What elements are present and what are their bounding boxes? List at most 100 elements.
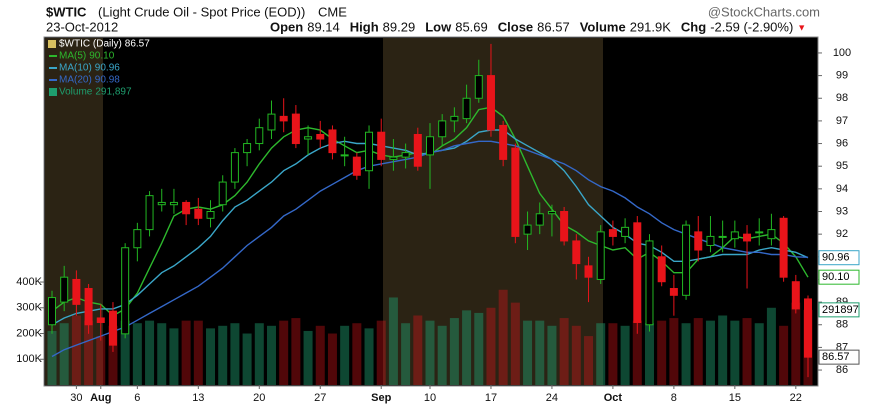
volume-bar bbox=[718, 315, 728, 385]
plot: 8687888990919293949596979899100100K200K3… bbox=[16, 43, 860, 404]
candle-body bbox=[365, 131, 374, 172]
volume-bar bbox=[669, 318, 679, 385]
candle-body bbox=[633, 222, 642, 323]
volume-bar bbox=[474, 312, 484, 385]
volume-bar bbox=[352, 323, 362, 385]
volume-bar bbox=[291, 318, 301, 385]
value-badge bbox=[818, 349, 860, 365]
volume-bar bbox=[145, 320, 155, 385]
volume-bar bbox=[596, 323, 606, 385]
volume-bar bbox=[413, 315, 423, 385]
y-tick-label: 95 bbox=[836, 160, 848, 172]
legend-value: 90.98 bbox=[95, 75, 120, 86]
candle-body bbox=[157, 201, 166, 206]
volume-bar bbox=[644, 323, 654, 385]
volume-bar bbox=[486, 307, 496, 385]
value-badge-label: 291897 bbox=[822, 304, 859, 316]
candle-body bbox=[718, 235, 727, 238]
x-tick-label: 22 bbox=[790, 392, 802, 404]
y-tick-label: 86 bbox=[836, 364, 848, 376]
value-badge-label: 90.96 bbox=[822, 252, 850, 264]
quote-value: 291.9K bbox=[630, 19, 672, 34]
candle-body bbox=[389, 156, 398, 160]
volume-bar bbox=[449, 318, 459, 385]
candle-body bbox=[804, 298, 812, 358]
volume-bar bbox=[791, 302, 801, 385]
quote-label: Volume bbox=[580, 19, 626, 34]
candle-body bbox=[267, 113, 276, 131]
y-tick-label: 93 bbox=[836, 205, 848, 217]
y-tick-label: 97 bbox=[836, 115, 848, 127]
candle-body bbox=[584, 265, 593, 278]
candle-body bbox=[206, 211, 215, 219]
candle-body bbox=[377, 131, 386, 160]
candle-body bbox=[779, 217, 788, 278]
candle-body bbox=[682, 224, 691, 296]
volume-bar bbox=[632, 320, 642, 385]
quote-marker: ▼ bbox=[797, 22, 806, 32]
y-tick-label: 94 bbox=[836, 183, 848, 195]
quote-label: Low bbox=[425, 19, 452, 34]
volume-bar bbox=[657, 320, 667, 385]
volume-bar bbox=[242, 333, 252, 385]
volume-tick-label: 200K bbox=[16, 327, 42, 339]
candle-body bbox=[48, 297, 56, 326]
volume-bar bbox=[401, 323, 411, 385]
candle-body bbox=[474, 75, 483, 99]
volume-bar bbox=[425, 320, 435, 385]
volume-bar bbox=[523, 320, 533, 385]
date: 23-Oct-2012 bbox=[46, 19, 118, 34]
volume-bar bbox=[108, 325, 118, 385]
candle-body bbox=[657, 256, 666, 283]
y-tick-label: 92 bbox=[836, 228, 848, 240]
volume-bar bbox=[547, 325, 557, 385]
legend-value: 90.96 bbox=[95, 63, 120, 74]
volume-tick-label: 300K bbox=[16, 302, 42, 314]
candle-body bbox=[413, 133, 422, 167]
volume-bar bbox=[498, 289, 508, 385]
candle-body bbox=[304, 136, 313, 140]
candle-body bbox=[596, 231, 605, 280]
legend-label: MA(5) bbox=[59, 51, 86, 62]
volume-bar bbox=[620, 325, 630, 385]
volume-bar bbox=[206, 328, 216, 385]
candle-body bbox=[462, 97, 471, 120]
candle-body bbox=[486, 75, 495, 131]
volume-bar bbox=[584, 336, 594, 385]
x-tick-label: 30 bbox=[70, 392, 82, 404]
candle-body bbox=[230, 152, 239, 183]
x-tick-label: 20 bbox=[253, 392, 265, 404]
candle-body bbox=[194, 208, 203, 219]
value-badge bbox=[818, 302, 860, 318]
candle-body bbox=[450, 115, 459, 122]
value-badge bbox=[818, 250, 860, 266]
quote-value: 86.57 bbox=[537, 19, 570, 34]
candle-body bbox=[535, 213, 544, 226]
candle-body bbox=[608, 229, 617, 237]
volume-bar bbox=[510, 302, 520, 385]
volume-tick-label: 400K bbox=[16, 276, 42, 288]
candle-body bbox=[743, 233, 752, 242]
y-tick-label: 96 bbox=[836, 137, 848, 149]
legend-value: 291,897 bbox=[95, 87, 132, 98]
candle-body bbox=[706, 235, 715, 246]
value-badge-label: 90.10 bbox=[822, 271, 850, 283]
volume-bar bbox=[59, 323, 69, 385]
source: @StockCharts.com bbox=[708, 4, 820, 19]
candle-body bbox=[547, 211, 556, 215]
candle-body bbox=[767, 229, 776, 240]
volume-bar bbox=[535, 320, 545, 385]
legend-icon bbox=[48, 40, 56, 48]
volume-bar bbox=[279, 320, 289, 385]
candle-body bbox=[340, 154, 349, 157]
y-tick-label: 98 bbox=[836, 92, 848, 104]
volume-bar bbox=[693, 318, 703, 385]
volume-bar bbox=[364, 328, 374, 385]
volume-bar bbox=[218, 325, 228, 385]
candle-body bbox=[60, 276, 69, 303]
volume-bar bbox=[340, 325, 350, 385]
volume-bar bbox=[705, 320, 715, 385]
volume-tick-label: 100K bbox=[16, 353, 42, 365]
candle-body bbox=[328, 129, 337, 154]
